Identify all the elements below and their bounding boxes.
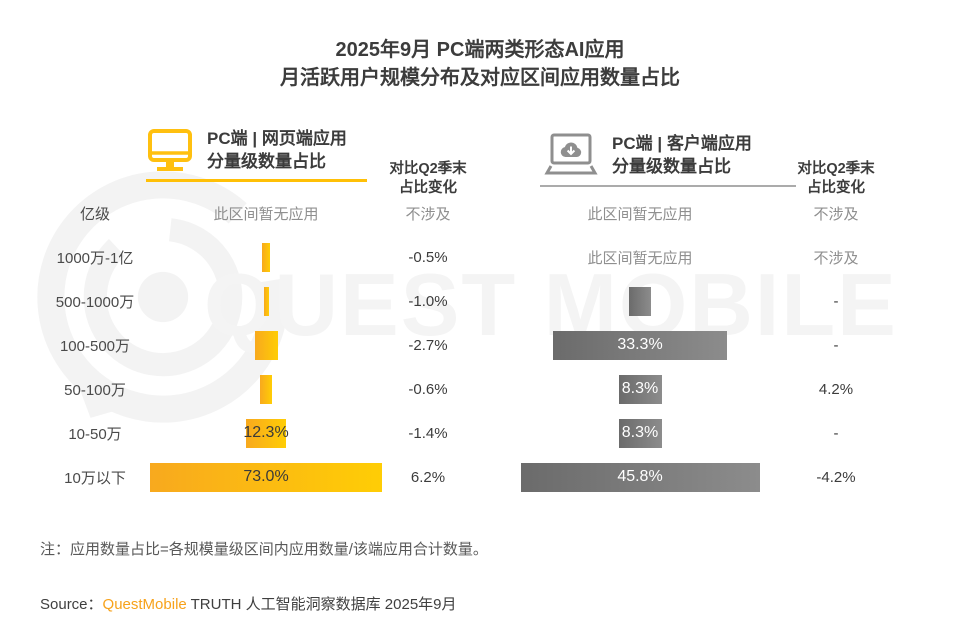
client-bar-zone: 此区间暂无应用 (514, 191, 766, 235)
category-label: 10万以下 (64, 469, 126, 487)
category-label: 50-100万 (64, 381, 126, 399)
monitor-icon (148, 129, 192, 171)
client-bar-zone: 8.3% (514, 411, 766, 455)
chart-row: 500-1000万 -1.0% - (40, 279, 906, 323)
client-bar (629, 286, 651, 316)
source-rest: TRUTH 人工智能洞察数据库 2025年9月 (186, 596, 457, 613)
client-panel-title: PC端 | 客户端应用 分量级数量占比 (612, 132, 752, 178)
web-change-header-line2: 占比变化 (399, 180, 457, 196)
client-bar-zone: 8.3% (514, 367, 766, 411)
page-title-line1: 2025年9月 PC端两类形态AI应用 (335, 39, 625, 61)
web-change-value: -0.6% (408, 380, 448, 398)
client-bar: 8.3% (618, 374, 662, 404)
web-bar-zone (150, 367, 382, 411)
client-bar-zone: 此区间暂无应用 (514, 235, 766, 279)
client-panel-title-line1: PC端 | 客户端应用 (612, 134, 752, 153)
web-bar-zone (150, 235, 382, 279)
client-change-value: 4.2% (818, 380, 854, 398)
web-change-value: -0.5% (408, 248, 448, 266)
category-label: 亿级 (79, 205, 110, 223)
laptop-download-icon (544, 133, 598, 175)
web-change-value: -1.0% (408, 292, 448, 310)
client-change-header-line2: 占比变化 (807, 180, 865, 196)
web-bar-zone: 12.3% (150, 411, 382, 455)
client-change-header-line1: 对比Q2季末 (797, 161, 875, 177)
client-bar-zone (514, 279, 766, 323)
page-title-line2: 月活跃用户规模分布及对应区间应用数量占比 (280, 67, 680, 89)
bar-value-label: 12.3% (243, 424, 289, 441)
web-bar: 73.0% (150, 462, 382, 492)
web-bar-zone (150, 323, 382, 367)
web-bar-zone: 此区间暂无应用 (150, 191, 382, 235)
watermark-text: QUEST MOBILE (204, 255, 898, 354)
client-change-value: 不涉及 (813, 249, 859, 267)
client-change-header: 对比Q2季末 占比变化 (786, 160, 886, 198)
client-change-value: - (833, 424, 839, 442)
web-bar (254, 330, 278, 360)
web-change-value: -2.7% (408, 336, 448, 354)
web-change-value: -1.4% (408, 424, 448, 442)
bar-value-label: 8.3% (621, 424, 659, 441)
web-bar: 12.3% (243, 418, 289, 448)
page-title: 2025年9月 PC端两类形态AI应用 月活跃用户规模分布及对应区间应用数量占比 (0, 36, 960, 92)
client-change-value: - (833, 336, 839, 354)
web-panel-title-line1: PC端 | 网页端应用 (207, 129, 347, 148)
client-panel-underline (540, 185, 796, 187)
chart-row: 50-100万 -0.6% 8.3% 4.2% (40, 367, 906, 411)
web-bar (263, 286, 269, 316)
questmobile-logo-watermark (37, 171, 289, 423)
client-bar: 45.8% (520, 462, 760, 492)
client-change-value: -4.2% (816, 468, 856, 486)
client-bar-zone: 33.3% (514, 323, 766, 367)
chart-row: 10-50万 12.3% -1.4% 8.3% - (40, 411, 906, 455)
bar-value-label: 45.8% (617, 468, 663, 485)
chart-row: 1000万-1亿 -0.5% 此区间暂无应用 不涉及 (40, 235, 906, 279)
chart-row: 亿级 此区间暂无应用 不涉及 此区间暂无应用 不涉及 (40, 191, 906, 235)
web-change-header: 对比Q2季末 占比变化 (378, 160, 478, 198)
bar-value-label: 33.3% (617, 336, 663, 353)
source-brand: QuestMobile (102, 596, 187, 613)
web-bar-zone (150, 279, 382, 323)
web-change-value: 不涉及 (405, 205, 451, 223)
client-bar: 33.3% (553, 330, 727, 360)
web-panel-title: PC端 | 网页端应用 分量级数量占比 (207, 127, 347, 173)
bar-value-label: 8.3% (621, 380, 659, 397)
client-panel-header: PC端 | 客户端应用 分量级数量占比 (543, 132, 752, 178)
category-label: 500-1000万 (55, 293, 135, 311)
web-bar (260, 374, 272, 404)
client-panel-title-line2: 分量级数量占比 (612, 157, 731, 176)
web-panel-underline (146, 179, 367, 182)
category-label: 1000万-1亿 (56, 249, 134, 267)
web-bar (262, 242, 270, 272)
web-change-header-line1: 对比Q2季末 (389, 161, 467, 177)
web-bar-zone: 73.0% (150, 455, 382, 499)
client-bar-zone: 45.8% (514, 455, 766, 499)
no-app-text: 此区间暂无应用 (587, 249, 693, 267)
source-line: Source：QuestMobile TRUTH 人工智能洞察数据库 2025年… (40, 593, 457, 614)
client-change-value: - (833, 292, 839, 310)
client-bar: 8.3% (618, 418, 662, 448)
web-panel-title-line2: 分量级数量占比 (207, 152, 326, 171)
footnote: 注：应用数量占比=各规模量级区间内应用数量/该端应用合计数量。 (40, 541, 488, 558)
web-panel-header: PC端 | 网页端应用 分量级数量占比 (146, 127, 347, 173)
chart-row: 100-500万 -2.7% 33.3% - (40, 323, 906, 367)
bar-value-label: 73.0% (243, 468, 289, 485)
no-app-text: 此区间暂无应用 (587, 205, 693, 223)
chart-rows: 亿级 此区间暂无应用 不涉及 此区间暂无应用 不涉及 1000万-1亿 -0.5% 此区间暂无… (40, 191, 906, 499)
web-change-value: 6.2% (410, 468, 446, 486)
no-app-text: 此区间暂无应用 (213, 205, 319, 223)
chart-row: 10万以下 73.0% 6.2% 45.8% -4.2% (40, 455, 906, 499)
client-change-value: 不涉及 (813, 205, 859, 223)
category-label: 100-500万 (59, 337, 131, 355)
category-label: 10-50万 (68, 425, 122, 443)
source-label: Source： (40, 596, 103, 613)
